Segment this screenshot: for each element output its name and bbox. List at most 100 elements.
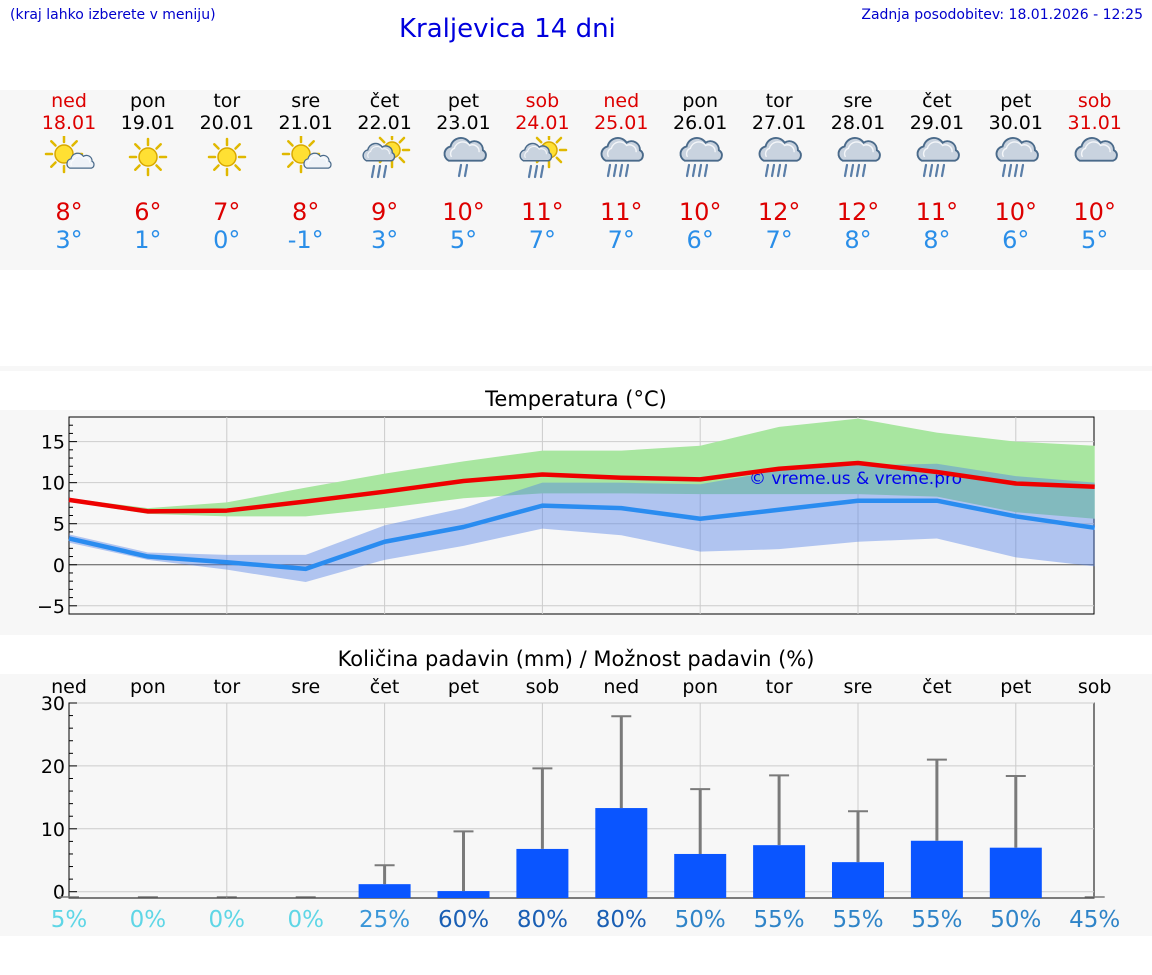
day-label: sre bbox=[291, 676, 320, 698]
min-temperature: 3° bbox=[55, 226, 83, 254]
min-temperature: 6° bbox=[1002, 226, 1030, 254]
cloud-rain-icon bbox=[752, 136, 806, 180]
precipitation-bar bbox=[753, 845, 806, 898]
y-tick-label: 15 bbox=[41, 432, 65, 454]
max-temperature: 11° bbox=[521, 198, 564, 226]
watermark: © vreme.us & vreme.pro bbox=[749, 469, 962, 489]
sun-cloud-icon bbox=[279, 134, 333, 180]
cloud-rain-icon bbox=[594, 136, 648, 180]
sun-cloud-icon bbox=[42, 134, 96, 180]
max-temperature: 10° bbox=[678, 198, 722, 226]
day-name: sob bbox=[1077, 90, 1112, 112]
precipitation-probability: 80% bbox=[517, 907, 568, 933]
day-label: ned bbox=[603, 676, 639, 698]
temperature-chart: −5 0 5 10 15 © vreme.us & vreme.pro bbox=[0, 410, 1152, 635]
cloud-rain-icon bbox=[673, 136, 727, 180]
min-temperature: 1° bbox=[134, 226, 162, 254]
max-temperature: 12° bbox=[836, 198, 880, 226]
cloud-rain-icon bbox=[989, 136, 1043, 180]
y-tick-label: 0 bbox=[53, 882, 65, 904]
day-name: ned bbox=[603, 90, 640, 112]
day-name: pon bbox=[130, 90, 166, 112]
y-tick-label: 10 bbox=[41, 819, 65, 841]
day-label: pet bbox=[1000, 676, 1031, 698]
cloud-icon bbox=[1068, 136, 1122, 180]
day-label: tor bbox=[766, 676, 793, 698]
precipitation-chart: ned pon tor sre čet pet sob ned pon tor sre čet pet s… bbox=[0, 674, 1152, 936]
precipitation-probability: 60% bbox=[438, 907, 489, 933]
day-label: čet bbox=[922, 676, 952, 698]
day-label: sob bbox=[526, 676, 560, 698]
precipitation-probability: 0% bbox=[130, 907, 167, 933]
day-name: čet bbox=[369, 90, 400, 112]
day-date: 27.01 bbox=[751, 112, 807, 134]
min-temperature: 3° bbox=[370, 226, 399, 254]
max-temperature: 8° bbox=[292, 198, 320, 226]
day-label: pon bbox=[130, 676, 166, 698]
day-date: 31.01 bbox=[1067, 112, 1122, 134]
max-temperature: 10° bbox=[994, 198, 1038, 226]
day-name: sre bbox=[843, 90, 873, 112]
y-tick-label: −5 bbox=[37, 596, 65, 618]
day-label: sob bbox=[1078, 676, 1112, 698]
precipitation-probability: 0% bbox=[287, 907, 324, 933]
day-name: tor bbox=[213, 90, 241, 112]
precipitation-bar bbox=[437, 891, 490, 898]
cloud-rain-icon bbox=[910, 136, 964, 180]
precipitation-probability: 55% bbox=[911, 907, 962, 933]
min-temperature: 8° bbox=[844, 226, 872, 254]
day-name: sre bbox=[291, 90, 321, 112]
sun-cloud-rain-icon bbox=[358, 131, 412, 180]
day-label: sre bbox=[844, 676, 873, 698]
y-tick-label: 5 bbox=[53, 514, 65, 536]
max-temperature: 11° bbox=[600, 198, 643, 226]
day-label: tor bbox=[213, 676, 240, 698]
max-temperature: 10° bbox=[1073, 198, 1116, 226]
sun-cloud-rain-icon bbox=[515, 131, 569, 180]
precipitation-probability: 45% bbox=[1069, 907, 1120, 933]
min-temperature-range bbox=[69, 463, 1095, 582]
day-name: pon bbox=[682, 90, 719, 112]
precipitation-probability: 55% bbox=[832, 907, 883, 933]
day-date: 25.01 bbox=[594, 112, 649, 134]
day-date: 22.01 bbox=[357, 112, 412, 134]
day-label: pet bbox=[448, 676, 479, 698]
day-label: pon bbox=[682, 676, 718, 698]
min-temperature: 7° bbox=[765, 226, 793, 254]
min-temperature: 0° bbox=[213, 226, 241, 254]
precipitation-probability: 55% bbox=[754, 907, 805, 933]
day-date: 26.01 bbox=[672, 112, 728, 134]
max-temperature: 11° bbox=[915, 198, 959, 226]
max-temperature: 10° bbox=[442, 198, 485, 226]
day-name: čet bbox=[922, 90, 952, 112]
temperature-chart-title: Temperatura (°C) bbox=[485, 387, 667, 411]
max-temperature: 6° bbox=[134, 198, 162, 226]
cloud-light-rain-icon bbox=[437, 136, 491, 180]
day-date: 23.01 bbox=[436, 112, 491, 134]
precipitation-probability: 80% bbox=[596, 907, 647, 933]
precipitation-bar bbox=[595, 808, 648, 898]
day-name: ned bbox=[51, 90, 87, 112]
min-temperature: 6° bbox=[686, 226, 714, 254]
day-label: čet bbox=[370, 676, 400, 698]
max-temperature: 7° bbox=[213, 198, 241, 226]
day-date: 18.01 bbox=[41, 112, 97, 134]
min-temperature: -1° bbox=[287, 226, 324, 254]
max-temperature: 12° bbox=[757, 198, 801, 226]
day-date: 24.01 bbox=[515, 112, 570, 134]
precipitation-bar bbox=[358, 884, 411, 898]
day-date: 20.01 bbox=[199, 112, 254, 134]
day-name: pet bbox=[447, 90, 480, 112]
min-temperature: 8° bbox=[923, 226, 951, 254]
day-date: 21.01 bbox=[278, 112, 333, 134]
region-hint[interactable]: (kraj lahko izberete v meniju) bbox=[10, 7, 216, 23]
precipitation-chart-title: Količina padavin (mm) / Možnost padavin … bbox=[337, 647, 815, 671]
precipitation-bar bbox=[674, 853, 727, 898]
day-date: 29.01 bbox=[909, 112, 965, 134]
y-tick-label: 30 bbox=[41, 693, 65, 715]
y-tick-label: 10 bbox=[41, 473, 65, 495]
sun-icon bbox=[121, 136, 175, 180]
cloud-rain-icon bbox=[831, 136, 885, 180]
precipitation-probability: 50% bbox=[675, 907, 726, 933]
max-temperature: 9° bbox=[370, 198, 399, 226]
